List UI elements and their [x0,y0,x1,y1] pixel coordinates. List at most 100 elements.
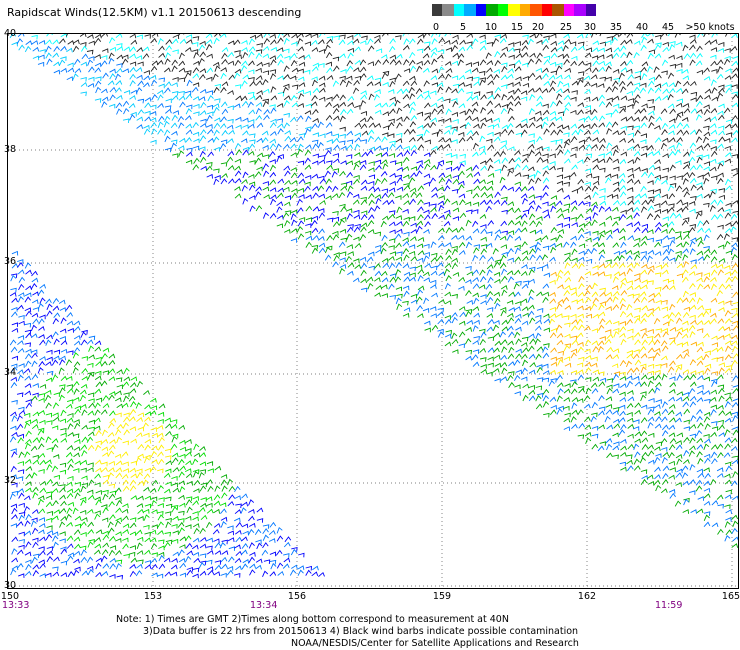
wind-barb [577,78,584,86]
wind-barb [74,405,82,411]
wind-barb [584,115,591,121]
wind-barb [65,513,72,521]
wind-barb [662,430,669,437]
wind-barb [185,448,192,453]
wind-barb [86,556,94,563]
wind-barb [256,33,263,39]
wind-barb [430,265,438,271]
wind-barb [408,177,416,184]
wind-barb [542,177,550,184]
wind-barb [697,370,704,376]
wind-barb [235,503,242,509]
wind-barb [696,154,703,160]
wind-barb [542,395,549,402]
wind-barb [732,470,739,478]
wind-barb [81,570,89,576]
wind-barb [291,192,298,199]
wind-barb [583,325,591,331]
wind-barb [529,362,537,368]
wind-barb [667,103,675,109]
wind-barb [88,402,95,409]
wind-barb [193,103,200,109]
map-title: Rapidscat Winds(12.5KM) v1.1 20150613 de… [7,6,302,19]
wind-barb [465,166,473,172]
wind-barb [74,422,81,430]
wind-barb [606,53,613,59]
wind-barb [312,143,319,150]
wind-barb [445,67,453,73]
wind-barb [724,417,732,423]
wind-barb [667,206,675,213]
wind-barb [178,549,185,556]
wind-barb [207,485,214,492]
wind-barb [669,417,676,423]
wind-barb [584,156,591,163]
wind-barb [564,256,572,263]
wind-barb [228,74,236,80]
wind-barb [717,404,724,410]
wind-barb [374,244,382,250]
wind-barb [718,307,725,312]
wind-barb [583,395,591,402]
wind-barb [304,128,311,135]
wind-barb [688,227,696,234]
wind-barb [394,233,402,240]
wind-barb [724,265,731,270]
wind-barb [60,56,67,61]
wind-barb [171,139,178,145]
wind-barb [508,157,515,164]
wind-barb [179,439,186,445]
wind-barb [696,346,704,353]
wind-barb [541,121,548,129]
wind-barb [220,508,227,514]
wind-barb [669,183,677,188]
wind-barb [451,97,458,103]
wind-barb [219,502,227,508]
wind-barb [520,193,528,199]
wind-barb [577,109,584,116]
wind-barb [479,45,487,51]
wind-barb [95,80,102,87]
wind-barb [37,303,44,310]
wind-barb [366,256,374,263]
wind-barb [471,67,479,73]
wind-barb [368,161,375,166]
wind-barb [534,151,542,157]
wind-barb [157,128,164,135]
wind-barb [51,531,59,537]
wind-barb [619,303,626,311]
wind-barb [682,217,690,222]
wind-barb [606,333,614,340]
wind-barb [536,346,544,352]
wind-barb [550,327,558,333]
wind-barb [598,115,606,122]
wind-barb [487,256,495,262]
wind-barb [709,190,716,198]
wind-barb [380,220,387,228]
wind-barb [269,104,276,109]
wind-barb [471,354,479,361]
wind-barb [667,279,675,285]
wind-barb [563,417,571,423]
wind-barb [605,150,613,156]
wind-barb [627,132,634,138]
wind-barb [522,174,530,180]
wind-barb [437,159,445,165]
wind-barb [60,500,67,507]
wind-barb [515,186,522,193]
wind-barb [109,535,116,542]
legend-swatch [530,4,542,16]
wind-barb [521,129,528,136]
wind-barb [220,556,228,563]
wind-barb [39,563,46,569]
wind-barb [584,305,592,311]
wind-barb [102,530,109,536]
wind-barb [67,67,75,73]
wind-barb [46,310,53,317]
wind-barb [717,48,725,53]
wind-barb [143,432,150,438]
wind-barb [359,66,367,73]
wind-barb [423,45,431,51]
wind-barb [717,384,725,390]
wind-barb [23,505,31,513]
